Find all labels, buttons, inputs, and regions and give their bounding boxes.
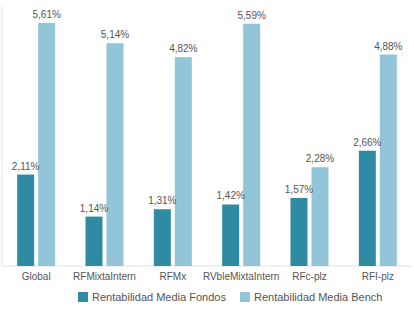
legend-swatch [78, 292, 88, 302]
legend-label: Rentabilidad Media Fondos [92, 291, 226, 303]
legend: Rentabilidad Media Fondos Rentabilidad Me… [78, 291, 382, 303]
legend-label: Rentabilidad Media Bench [254, 291, 382, 303]
bar [107, 43, 124, 266]
data-label: 1,31% [148, 195, 176, 206]
data-label: 5,61% [32, 9, 60, 20]
bar [86, 217, 103, 266]
data-label: 2,11% [12, 161, 40, 172]
bar [312, 167, 329, 266]
category-label: RFI-plz [362, 271, 394, 282]
legend-swatch [240, 292, 250, 302]
x-axis-line [2, 266, 412, 267]
bar [17, 175, 34, 266]
category-label: Global [22, 271, 51, 282]
bar [291, 198, 308, 266]
data-label: 2,28% [306, 153, 334, 164]
data-label: 2,66% [353, 137, 381, 148]
category-label: RFMx [159, 271, 186, 282]
category-label: RVbleMixtaIntern [203, 271, 280, 282]
data-label: 1,42% [216, 190, 244, 201]
bar [243, 24, 260, 266]
data-label: 1,57% [285, 184, 313, 195]
data-label: 5,14% [101, 29, 129, 40]
data-label: 4,88% [374, 41, 402, 52]
bar [222, 204, 239, 266]
labels: 2,11% 5,61% 1,14% 5,14% 1,31% 4,82% 1,42% 5,59%… [12, 9, 403, 214]
category-label: RFc-plz [292, 271, 326, 282]
y-axis-line [2, 6, 3, 266]
bars [17, 23, 397, 266]
bar [38, 23, 55, 266]
bar [175, 57, 192, 266]
data-label: 4,82% [169, 43, 197, 54]
bar [359, 151, 376, 266]
bar [154, 209, 171, 266]
category-label: RFMixtaIntern [73, 271, 136, 282]
bar [380, 55, 397, 266]
data-label: 1,14% [80, 203, 108, 214]
data-label: 5,59% [237, 10, 265, 21]
chart: 2,11% 5,61% 1,14% 5,14% 1,31% 4,82% 1,42% 5,59%… [0, 0, 414, 311]
